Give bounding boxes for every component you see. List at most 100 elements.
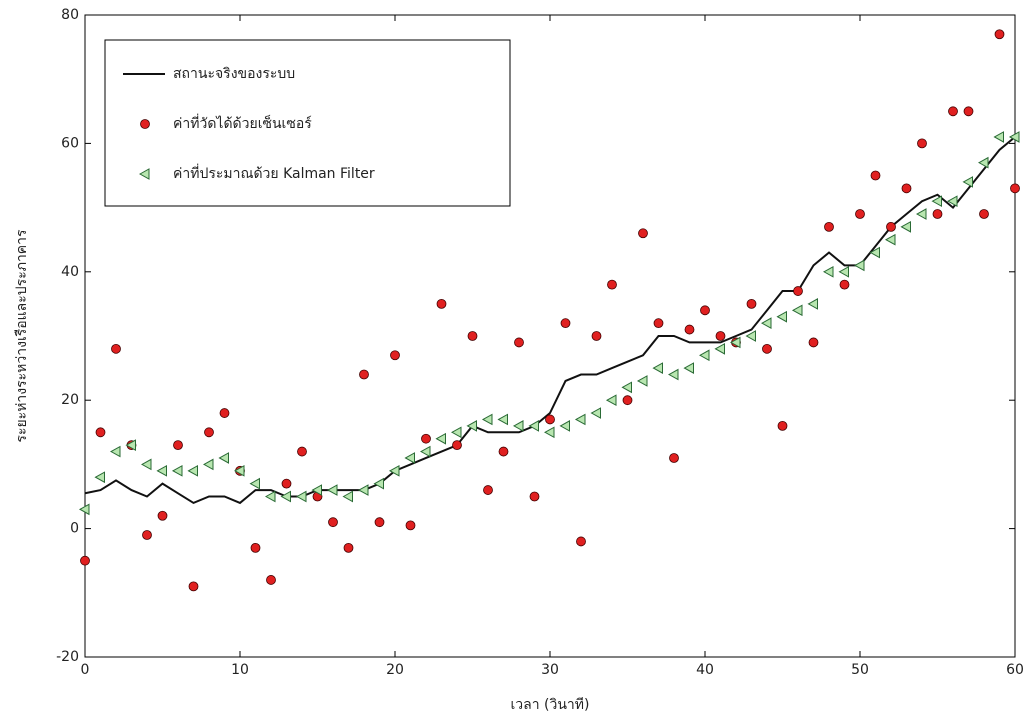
- point: [373, 477, 384, 490]
- point: [760, 317, 772, 330]
- point: [173, 440, 183, 451]
- point: [993, 131, 1004, 143]
- legend-label: ค่าที่ประมาณด้วย Kalman Filter: [173, 164, 375, 182]
- point: [543, 426, 555, 439]
- point: [698, 349, 710, 362]
- point: [218, 452, 229, 464]
- point: [621, 381, 632, 394]
- point: [745, 330, 756, 342]
- point: [512, 420, 524, 432]
- point: [808, 337, 819, 348]
- point: [498, 446, 509, 457]
- point: [514, 337, 524, 348]
- point: [342, 490, 353, 503]
- point: [963, 106, 974, 117]
- point: [884, 233, 896, 246]
- point: [715, 331, 726, 341]
- x-tick-label: 20: [386, 662, 404, 678]
- y-tick-label: 0: [70, 521, 79, 537]
- x-tick-label: 10: [231, 662, 249, 678]
- point: [605, 394, 617, 407]
- point: [157, 510, 168, 521]
- point: [560, 318, 571, 329]
- point: [295, 490, 307, 503]
- point: [281, 478, 292, 489]
- point: [249, 477, 260, 490]
- point: [435, 432, 446, 445]
- point: [607, 279, 617, 290]
- point: [915, 208, 927, 220]
- point: [729, 336, 741, 349]
- point: [667, 368, 679, 381]
- point: [343, 542, 354, 553]
- point: [404, 452, 415, 464]
- legend-label: สถานะจริงของระบบ: [173, 66, 295, 82]
- point: [94, 471, 105, 484]
- point: [793, 286, 803, 296]
- point: [188, 581, 199, 592]
- point: [838, 265, 849, 278]
- point: [467, 331, 478, 341]
- legend-label: ค่าที่วัดได้ด้วยเซ็นเซอร์: [173, 114, 312, 132]
- point: [822, 265, 834, 278]
- point: [545, 414, 555, 425]
- point: [932, 209, 943, 219]
- point: [78, 503, 90, 516]
- point: [776, 310, 787, 323]
- point: [421, 433, 431, 444]
- point: [979, 209, 989, 219]
- point: [328, 517, 338, 528]
- point: [917, 138, 927, 149]
- point: [853, 259, 865, 272]
- point: [280, 490, 291, 503]
- point: [111, 343, 121, 354]
- point: [591, 331, 602, 341]
- point: [483, 485, 493, 495]
- y-tick-label: -20: [56, 649, 79, 665]
- y-tick-label: 40: [61, 264, 79, 280]
- point: [311, 484, 322, 496]
- point: [264, 490, 276, 503]
- point: [746, 298, 757, 309]
- point: [142, 530, 152, 540]
- point: [839, 279, 850, 290]
- point: [931, 195, 942, 208]
- legend: สถานะจริงของระบบค่าที่วัดได้ด้วยเซ็นเซอร…: [104, 39, 511, 207]
- point: [590, 407, 601, 419]
- x-tick-label: 30: [541, 662, 559, 678]
- point: [171, 464, 183, 477]
- point: [390, 350, 400, 361]
- point: [855, 209, 865, 219]
- y-axis-label: ระยะห่างระหว่างเรือและประภาคาร: [14, 229, 30, 443]
- point: [140, 458, 152, 471]
- point: [869, 246, 880, 259]
- point: [109, 445, 121, 458]
- point: [638, 228, 648, 239]
- point: [900, 221, 911, 233]
- point: [405, 520, 416, 531]
- point: [870, 170, 881, 181]
- point: [388, 464, 400, 477]
- point: [901, 183, 912, 194]
- point: [297, 446, 307, 457]
- y-tick-label: 20: [61, 392, 79, 408]
- point: [452, 440, 462, 451]
- point: [576, 536, 586, 547]
- x-tick-label: 0: [81, 662, 90, 678]
- point: [466, 420, 477, 432]
- point: [962, 176, 973, 188]
- point: [762, 343, 772, 354]
- point: [824, 221, 834, 232]
- point: [574, 413, 586, 426]
- point: [683, 362, 694, 374]
- y-tick-label: 80: [61, 7, 79, 23]
- point: [450, 426, 462, 439]
- point: [977, 156, 989, 169]
- point: [419, 445, 431, 458]
- point: [653, 318, 664, 329]
- point: [714, 342, 725, 355]
- point: [622, 395, 633, 406]
- point: [187, 464, 198, 477]
- point: [684, 324, 695, 335]
- point: [946, 195, 958, 208]
